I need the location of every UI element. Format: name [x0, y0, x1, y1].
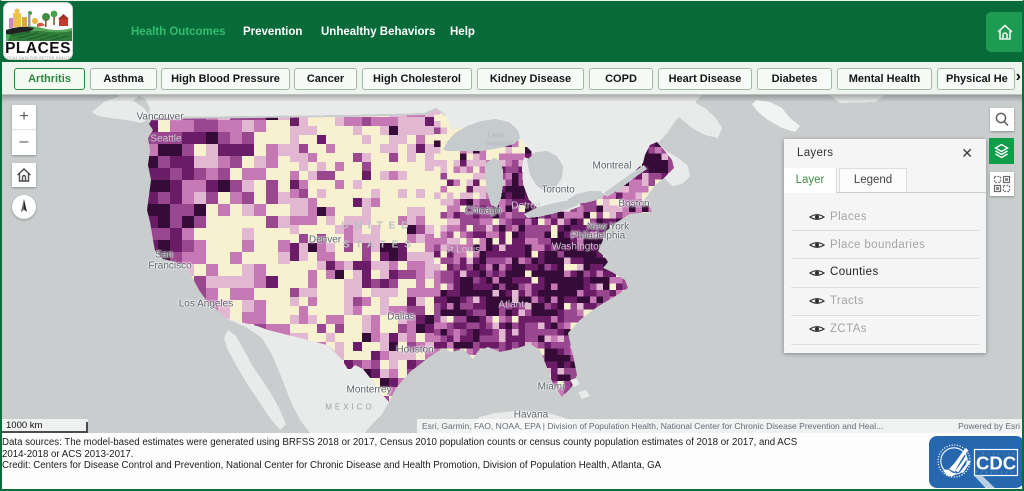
- svg-text:CDC: CDC: [976, 453, 1016, 474]
